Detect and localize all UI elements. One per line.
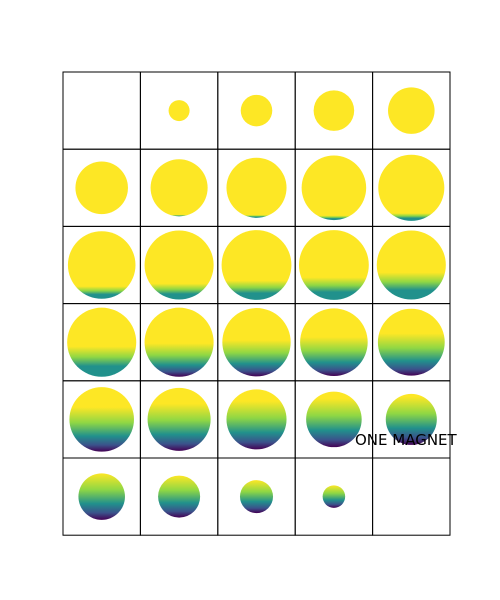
slice-disc-17 <box>222 308 291 377</box>
slice-disc-12 <box>221 230 292 300</box>
slice-disc-21 <box>147 387 211 451</box>
slice-disc-13 <box>298 230 369 300</box>
slice-cell-border-0 <box>62 71 141 150</box>
slice-cell-13 <box>294 225 374 305</box>
slice-cell-26 <box>139 457 219 536</box>
slice-disc-16 <box>144 307 214 377</box>
slice-cell-18 <box>294 303 374 382</box>
slice-disc-19 <box>377 308 445 376</box>
slice-disc-14 <box>376 230 446 300</box>
slice-cell-3 <box>294 71 374 150</box>
slice-disc-20 <box>69 387 134 452</box>
slice-cell-20 <box>62 380 141 459</box>
slice-cell-8 <box>294 148 374 227</box>
slice-disc-15 <box>67 307 137 377</box>
slice-disc-27 <box>239 480 274 514</box>
slice-cell-4 <box>372 71 451 150</box>
slice-cell-11 <box>139 225 219 305</box>
slice-disc-11 <box>144 230 214 300</box>
slice-disc-8 <box>301 155 367 221</box>
slice-cell-25 <box>62 457 141 536</box>
slice-disc-1 <box>168 100 190 122</box>
slice-disc-25 <box>78 473 125 520</box>
slice-cell-10 <box>62 225 141 305</box>
slice-cell-9 <box>372 148 451 227</box>
slice-disc-4 <box>388 87 435 134</box>
slice-cell-29 <box>372 457 451 536</box>
slice-cell-12 <box>217 225 296 305</box>
slice-cell-7 <box>217 148 296 227</box>
slice-cell-28 <box>294 457 374 536</box>
slice-disc-26 <box>158 475 201 518</box>
slice-disc-23 <box>306 391 362 448</box>
slice-cell-0 <box>62 71 141 150</box>
slice-cell-15 <box>62 303 141 382</box>
slice-disc-9 <box>378 154 445 221</box>
slice-cell-17 <box>217 303 296 382</box>
slice-cell-14 <box>372 225 451 305</box>
slice-disc-5 <box>75 161 128 215</box>
slice-cell-2 <box>217 71 296 150</box>
slice-cell-6 <box>139 148 219 227</box>
slice-cell-5 <box>62 148 141 227</box>
slice-disc-18 <box>300 308 368 376</box>
slice-cell-1 <box>139 71 219 150</box>
slice-cell-border-29 <box>372 457 451 536</box>
slice-cell-21 <box>139 380 219 459</box>
slice-disc-24 <box>385 393 437 445</box>
slice-cell-22 <box>217 380 296 459</box>
slice-cell-16 <box>139 303 219 382</box>
slice-disc-6 <box>150 159 208 217</box>
slice-disc-3 <box>313 90 355 131</box>
slice-disc-10 <box>67 231 136 299</box>
slice-disc-7 <box>226 157 287 218</box>
slice-disc-28 <box>322 485 346 508</box>
slice-disc-2 <box>240 94 273 127</box>
slice-disc-22 <box>226 389 287 450</box>
slice-cell-27 <box>217 457 296 536</box>
annotation-one-magnet: ONE MAGNET <box>355 431 457 449</box>
slice-cell-19 <box>372 303 451 382</box>
